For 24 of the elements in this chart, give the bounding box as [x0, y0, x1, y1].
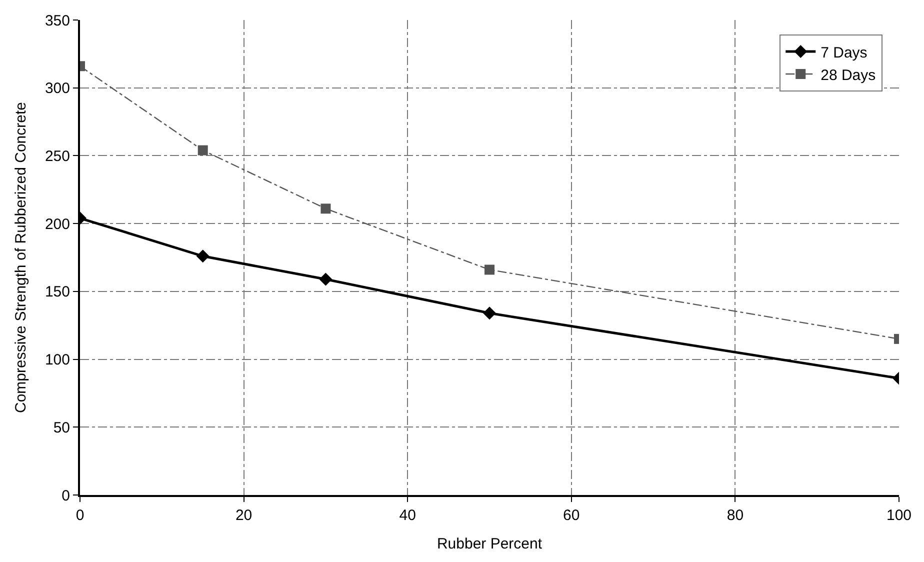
y-tick-label: 200	[44, 216, 70, 233]
y-axis-title: Compressive Strength of Rubberized Concrete	[12, 102, 30, 413]
x-tick-label: 40	[399, 507, 416, 524]
x-tick-label: 80	[726, 507, 744, 524]
x-axis-title: Rubber Percent	[436, 536, 543, 552]
y-tick-label: 50	[53, 419, 70, 436]
point	[484, 264, 494, 275]
y-tick-label: 300	[44, 80, 70, 98]
legend-label: 7 Days	[820, 44, 868, 62]
y-tick-label: 150	[44, 284, 70, 301]
y-tick-label: 350	[44, 12, 70, 30]
point	[196, 250, 210, 263]
x-tick-label: 0	[76, 507, 84, 524]
y-tick-label: 100	[44, 352, 70, 369]
x-tick-label: 100	[886, 507, 912, 524]
y-tick-label: 0	[62, 487, 70, 504]
x-tick-label: 60	[563, 507, 580, 524]
point	[198, 145, 208, 156]
point	[319, 272, 332, 286]
y-tick-label: 250	[44, 148, 70, 165]
legend-label: 28 Days	[820, 66, 876, 84]
point	[320, 204, 331, 214]
x-tick-label: 20	[235, 507, 252, 524]
point	[483, 306, 496, 320]
